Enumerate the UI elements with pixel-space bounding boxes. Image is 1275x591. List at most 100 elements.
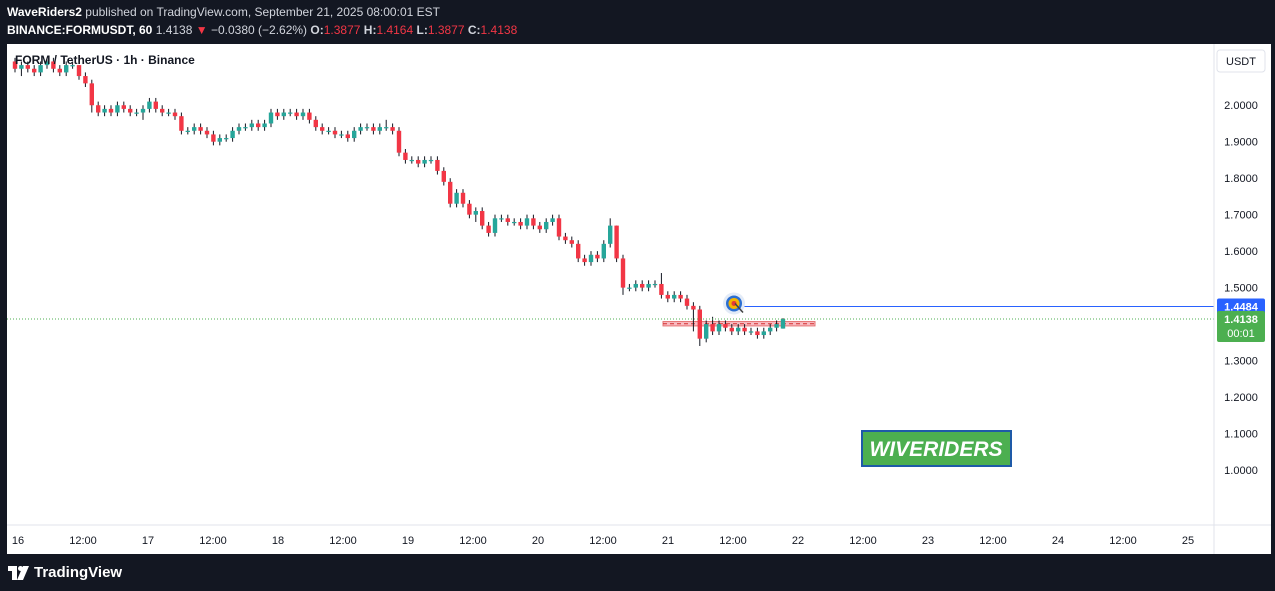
candle-body [121,105,126,109]
chart-legend: FORM / TetherUS · 1h · Binance [15,53,195,67]
candle-body [179,116,184,131]
candle-body [620,258,626,288]
x-tick-label: 12:00 [589,535,617,547]
candle-body [390,127,395,131]
candle-body [384,127,389,129]
tradingview-logo[interactable]: TradingView [8,564,122,581]
publish-date: published on TradingView.com, September … [85,5,440,19]
candle-body [128,108,133,113]
candle-body [192,127,197,131]
candle-body [198,127,203,131]
price-chart[interactable]: FORM / TetherUS · 1h · Binance USDT 2.00… [7,44,1271,554]
y-tick-label: 1.3000 [1224,356,1258,368]
x-tick-label: 12:00 [459,535,487,547]
candle-body [524,218,530,226]
candle-body [780,319,786,329]
candle-body [57,68,62,73]
candle-body [441,170,446,182]
candle-body [147,101,152,109]
high-label: H: [363,23,377,37]
candle-body [563,236,568,241]
candle-body [684,298,690,306]
open-label: O: [310,23,324,37]
x-tick-label: 12:00 [69,535,97,547]
candle-body [249,123,254,128]
x-tick-label: 12:00 [329,535,357,547]
candle-body [729,327,734,332]
y-tick-label: 2.0000 [1224,100,1258,112]
candle-body [19,65,24,69]
candle-body [723,324,728,328]
candle-body [396,130,402,153]
candle-body [307,112,312,120]
x-tick-label: 23 [922,535,934,547]
x-tick-label: 21 [662,535,674,547]
candle-body [12,61,18,69]
candle-body [435,159,440,171]
y-tick-label: 1.2000 [1224,392,1258,404]
candle-body [678,294,683,299]
candle-body [320,127,325,131]
change-arrow: ▼ [195,23,208,37]
candle-body [672,294,677,299]
candle-body [64,65,69,73]
candle-body [364,127,370,129]
open-value: 1.3877 [323,23,361,37]
author-name[interactable]: WaveRiders2 [7,5,82,19]
candle-body [83,76,88,84]
candle-body [486,225,491,233]
x-tick-label: 12:00 [849,535,877,547]
candle-body [582,258,587,263]
candle-body [38,65,43,73]
candle-body [70,65,75,67]
y-tick-label: 1.5000 [1224,283,1258,295]
low-value: 1.3877 [427,23,465,37]
x-tick-label: 18 [272,535,284,547]
high-value: 1.4164 [376,23,414,37]
candle-body [230,130,235,139]
publish-info: WaveRiders2 published on TradingView.com… [7,5,440,19]
candle-body [595,254,600,259]
candle-body [268,112,274,124]
low-label: L: [416,23,428,37]
brand-name: TradingView [34,564,123,581]
candle-body [460,192,466,204]
candle-body [550,218,555,222]
candle-body [140,108,146,113]
candle-body [300,112,306,117]
candle-body [32,68,37,73]
candle-body [211,134,216,142]
candle-body [768,327,773,332]
candle-body [89,83,94,106]
candle-body [275,112,280,117]
publish-header: WaveRiders2 published on TradingView.com… [0,0,1275,44]
candle-body [608,225,613,244]
tradingview-logo-icon [8,565,29,580]
candle-body [473,211,478,215]
candle-body [339,134,344,136]
x-tick-label: 25 [1182,535,1194,547]
candle-body [659,283,664,295]
x-tick-label: 12:00 [979,535,1007,547]
candle-body [544,221,549,230]
candle-body [492,218,498,233]
candle-body [134,112,139,114]
level-price-tag-bg [1217,298,1265,315]
watermark-badge: WIVERIDERS [861,430,1012,467]
last-price-tag-bg [1217,311,1265,343]
chart-area[interactable]: FORM / TetherUS · 1h · Binance USDT 2.00… [7,44,1271,554]
candle-body [627,287,632,289]
y-tick-label: 1.6000 [1224,246,1258,258]
price-change: −0.0380 (−2.62%) [210,23,308,37]
countdown-text: 00:01 [1227,328,1255,340]
candle-body [166,112,171,114]
y-tick-label: 1.8000 [1224,173,1258,185]
candle-body [160,108,165,113]
symbol-info: BINANCE:FORMUSDT, 60 1.4138 ▼ −0.0380 (−… [7,23,517,37]
candle-body [512,221,517,224]
candle-body [172,112,178,117]
candle-body [736,327,741,332]
currency-button[interactable]: USDT [1216,49,1266,73]
symbol-name: BINANCE:FORMUSDT, 60 [7,23,153,37]
candle-body [332,130,338,135]
